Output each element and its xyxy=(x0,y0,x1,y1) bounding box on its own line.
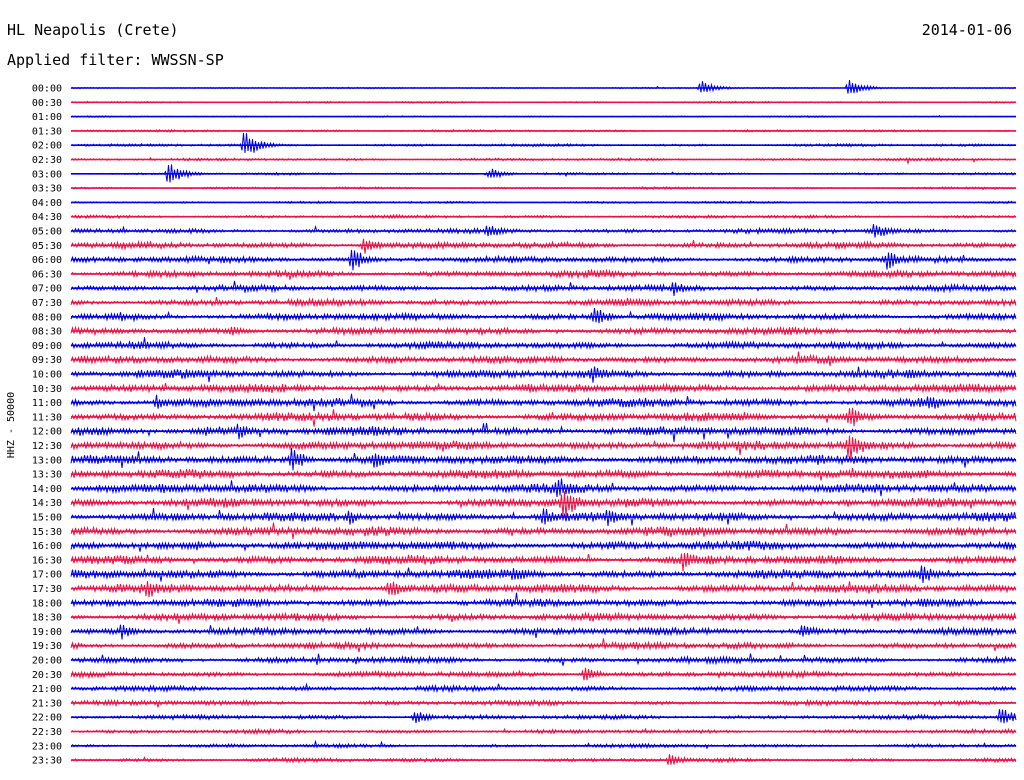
time-tick-label: 00:00 xyxy=(32,84,62,95)
time-tick-label: 21:00 xyxy=(32,684,62,695)
time-tick-label: 06:30 xyxy=(32,269,62,280)
seismic-trace xyxy=(70,468,1017,481)
time-tick-label: 15:00 xyxy=(32,513,62,524)
filter-label: Applied filter: WWSSN-SP xyxy=(7,51,224,69)
time-tick-label: 07:00 xyxy=(32,284,62,295)
seismic-trace xyxy=(70,491,1017,518)
time-tick-label: 02:30 xyxy=(32,155,62,166)
time-tick-label: 12:00 xyxy=(32,427,62,438)
seismic-trace xyxy=(70,393,1017,412)
time-tick-label: 14:30 xyxy=(32,498,62,509)
time-tick-label: 04:30 xyxy=(32,212,62,223)
time-tick-label: 06:00 xyxy=(32,255,62,266)
time-tick-label: 15:30 xyxy=(32,527,62,538)
seismic-trace xyxy=(70,351,1017,367)
seismic-trace xyxy=(70,739,1017,750)
time-tick-label: 02:00 xyxy=(32,141,62,152)
seismic-trace xyxy=(70,382,1017,394)
seismic-trace xyxy=(70,565,1017,584)
seismic-trace xyxy=(70,580,1017,598)
time-tick-label: 19:30 xyxy=(32,641,62,652)
seismic-trace xyxy=(70,133,1017,153)
seismic-trace xyxy=(70,366,1017,383)
trace-group xyxy=(70,79,1017,765)
seismic-trace xyxy=(70,539,1017,552)
time-tick-label: 13:30 xyxy=(32,470,62,481)
seismic-trace xyxy=(70,297,1017,308)
time-tick-label: 20:30 xyxy=(32,670,62,681)
time-tick-label: 16:30 xyxy=(32,555,62,566)
time-tick-label: 10:30 xyxy=(32,384,62,395)
seismic-trace xyxy=(70,682,1017,694)
seismic-trace xyxy=(70,698,1017,708)
seismic-trace xyxy=(70,407,1017,427)
seismic-trace xyxy=(70,268,1017,280)
time-tick-label: 17:00 xyxy=(32,570,62,581)
seismic-trace xyxy=(70,611,1017,624)
time-tick-label: 18:30 xyxy=(32,613,62,624)
time-tick-label: 08:30 xyxy=(32,327,62,338)
time-tick-label: 03:30 xyxy=(32,184,62,195)
seismic-trace xyxy=(70,478,1017,498)
time-tick-label: 05:00 xyxy=(32,227,62,238)
time-tick-label: 00:30 xyxy=(32,98,62,109)
time-tick-label: 01:30 xyxy=(32,126,62,137)
time-tick-label: 12:30 xyxy=(32,441,62,452)
time-tick-label: 14:00 xyxy=(32,484,62,495)
time-tick-label: 13:00 xyxy=(32,455,62,466)
seismic-trace xyxy=(70,307,1017,324)
time-tick-label: 10:00 xyxy=(32,370,62,381)
time-tick-label: 23:00 xyxy=(32,741,62,752)
time-tick-label: 11:30 xyxy=(32,412,62,423)
seismic-trace xyxy=(70,447,1017,471)
time-tick-label: 23:30 xyxy=(32,756,62,767)
date-label: 2014-01-06 xyxy=(921,21,1012,39)
time-tick-label: 22:30 xyxy=(32,727,62,738)
seismic-trace xyxy=(70,238,1017,254)
y-axis-label: HHZ - 50000 xyxy=(6,392,17,458)
time-tick-label: 05:30 xyxy=(32,241,62,252)
time-tick-label: 19:00 xyxy=(32,627,62,638)
time-tick-label: 09:00 xyxy=(32,341,62,352)
time-tick-label: 07:30 xyxy=(32,298,62,309)
seismic-trace xyxy=(70,592,1017,609)
seismic-trace xyxy=(70,249,1017,271)
tick-label-group: 00:00 00:30 01:00 01:30 02:00 02:30 03:00 03:30… xyxy=(32,84,62,767)
seismic-trace xyxy=(70,553,1017,572)
seismic-trace xyxy=(70,507,1017,526)
seismic-trace xyxy=(70,422,1017,443)
seismic-trace xyxy=(70,79,1017,94)
time-tick-label: 21:30 xyxy=(32,698,62,709)
station-title: HL Neapolis (Crete) xyxy=(7,21,179,39)
time-tick-label: 17:30 xyxy=(32,584,62,595)
time-tick-label: 04:00 xyxy=(32,198,62,209)
time-tick-label: 03:00 xyxy=(32,169,62,180)
seismic-trace xyxy=(70,435,1017,461)
seismic-trace xyxy=(70,709,1017,724)
time-tick-label: 01:00 xyxy=(32,112,62,123)
seismic-trace xyxy=(70,624,1017,640)
time-tick-label: 22:00 xyxy=(32,713,62,724)
seismic-trace xyxy=(70,337,1017,351)
time-tick-label: 08:00 xyxy=(32,312,62,323)
time-tick-label: 18:00 xyxy=(32,598,62,609)
seismic-trace xyxy=(70,156,1017,166)
time-tick-label: 09:30 xyxy=(32,355,62,366)
time-tick-label: 16:00 xyxy=(32,541,62,552)
time-tick-label: 20:00 xyxy=(32,656,62,667)
time-tick-label: 11:00 xyxy=(32,398,62,409)
